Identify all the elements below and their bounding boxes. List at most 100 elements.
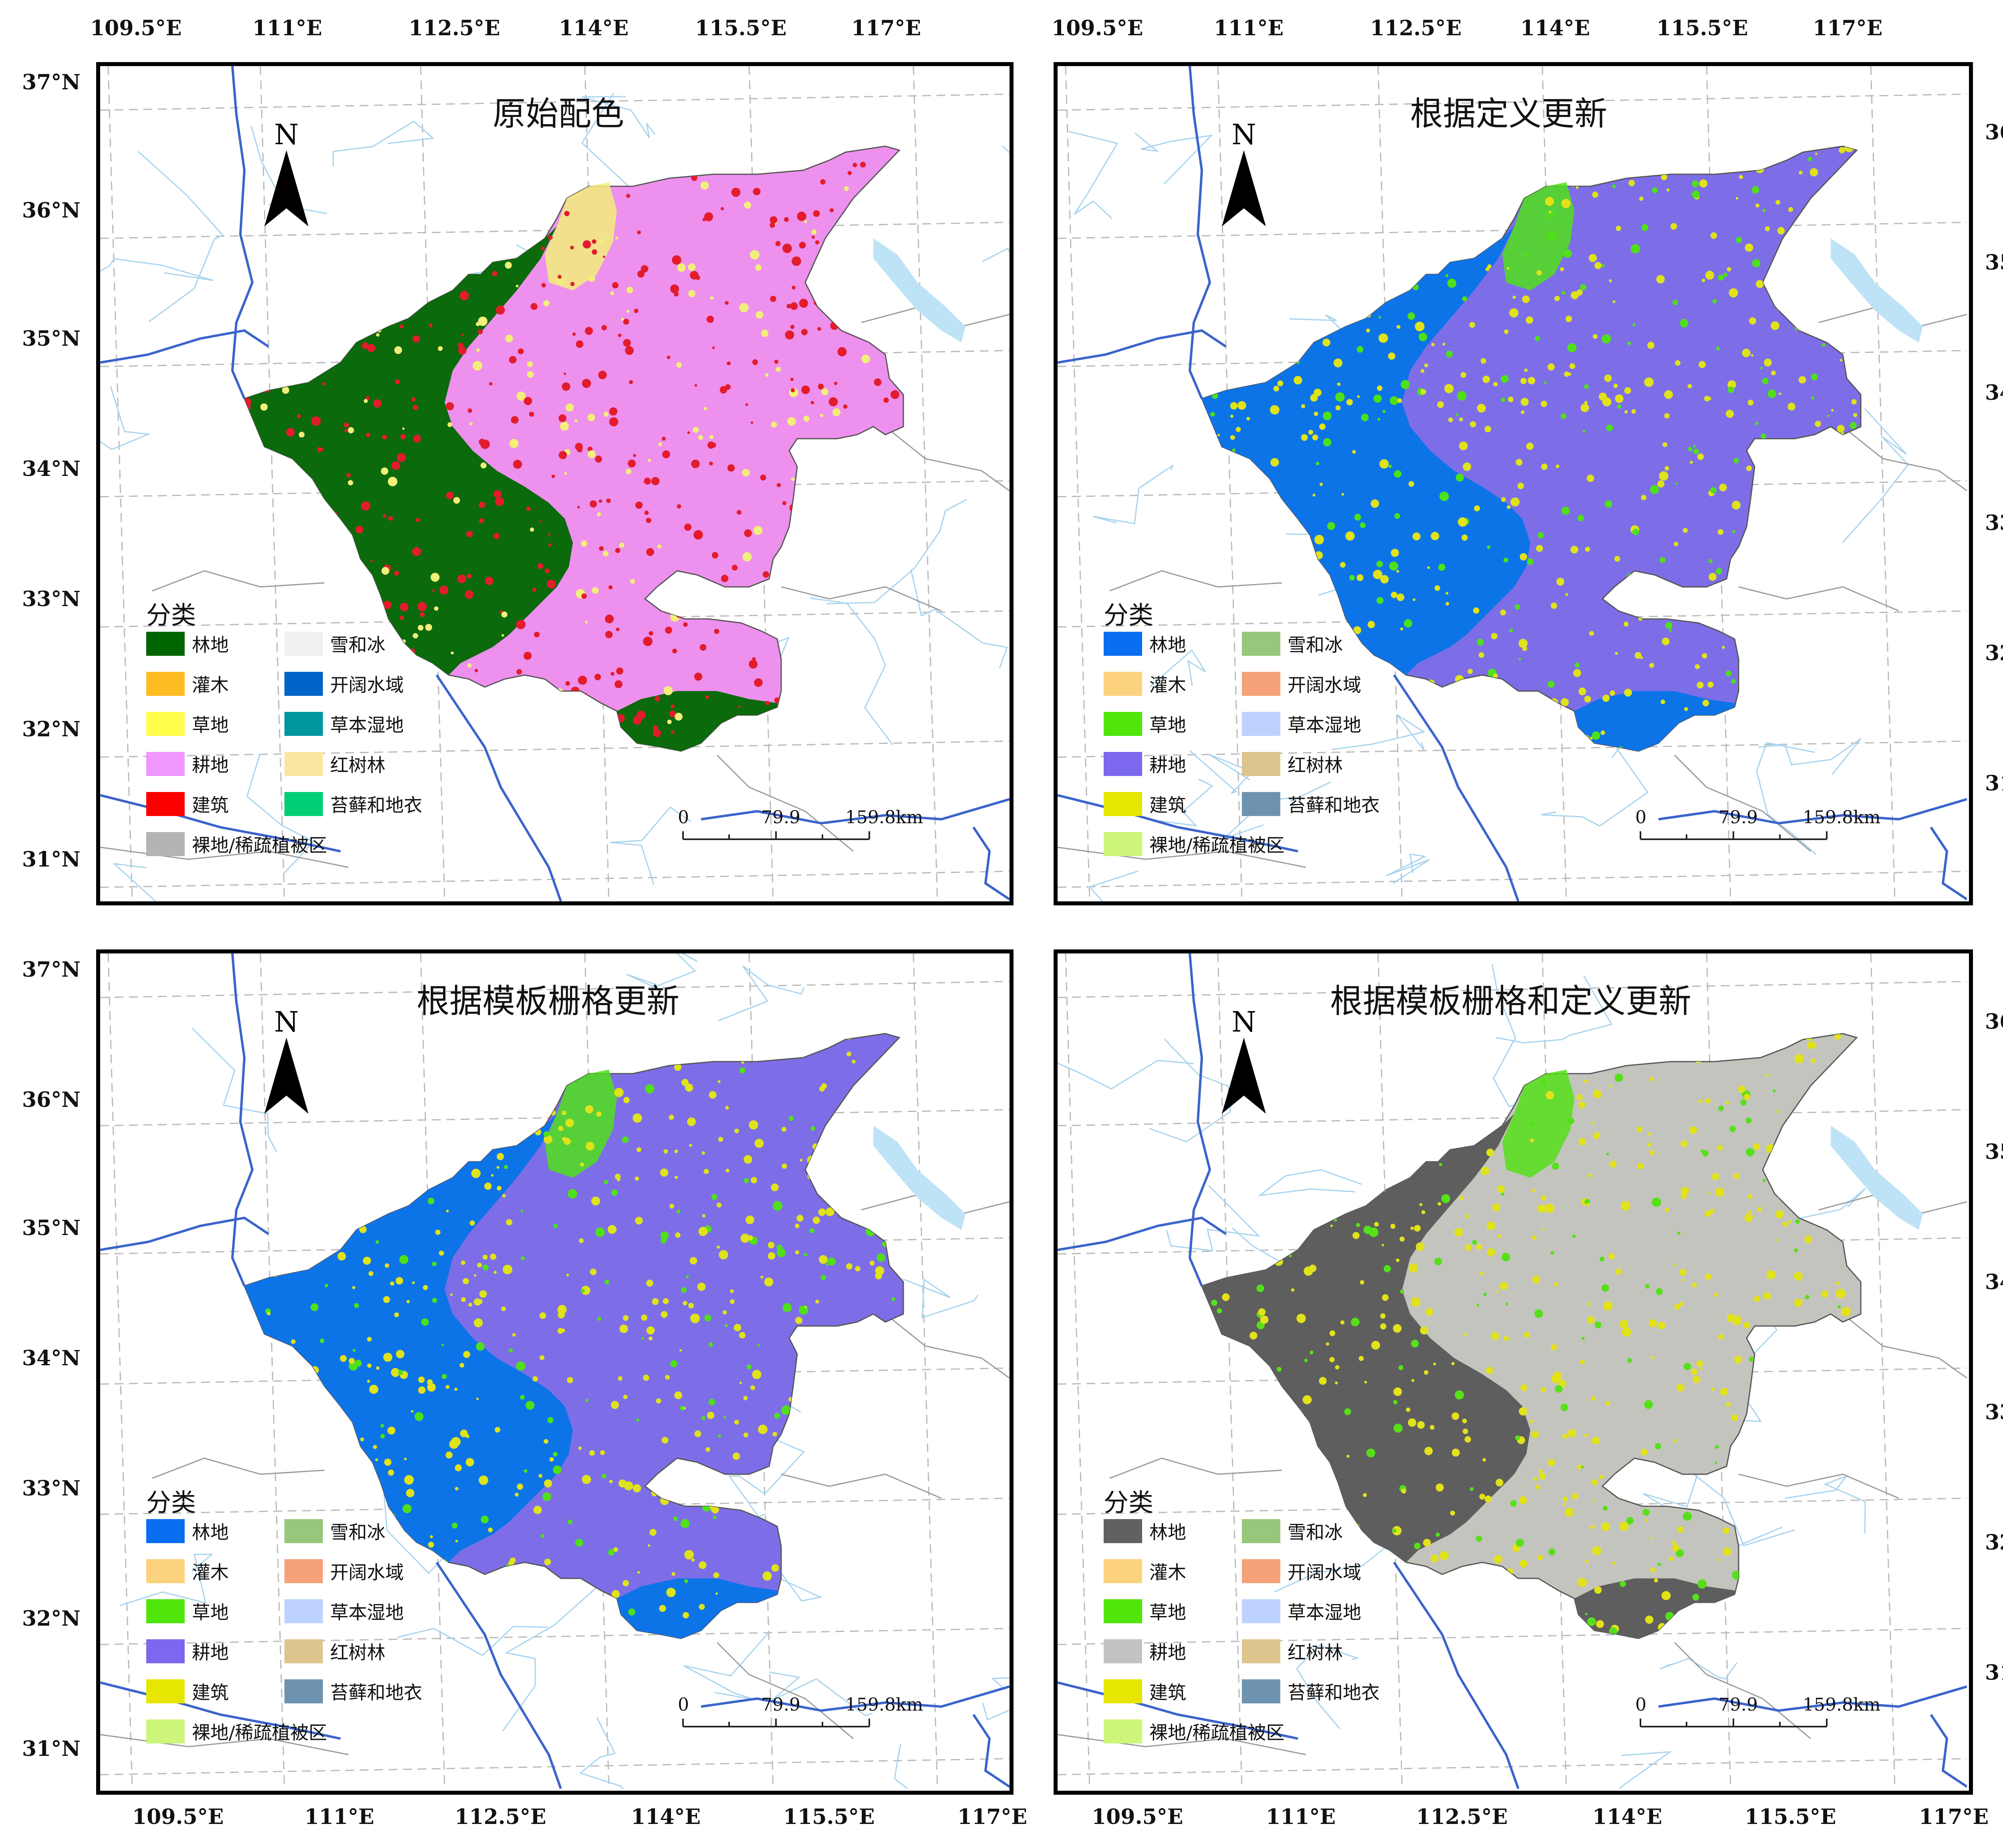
stream-line xyxy=(1189,750,1253,794)
scale-label: 0 xyxy=(678,1695,689,1715)
legend-label: 裸地/稀疏植被区 xyxy=(1149,834,1285,856)
scale-bar-graphic xyxy=(1640,1719,1828,1727)
river-line xyxy=(231,66,254,399)
right-lat-label: 34°N xyxy=(1985,381,2003,405)
graticule-longitude-line xyxy=(913,953,938,1789)
map-panel-original-colors: 原始配色 N 分类 林地 灌木 草地 耕地 建筑 裸地/稀疏植被区 雪和冰 开阔水域 草本湿地 红树林苔… xyxy=(96,62,1014,905)
right-lat-label: 35°N xyxy=(1985,1140,2003,1164)
stream-line xyxy=(246,754,315,874)
legend-swatch xyxy=(1242,752,1280,776)
admin-boundary-line xyxy=(716,754,854,852)
north-arrow: N xyxy=(1216,118,1272,238)
legend-swatch xyxy=(1242,1559,1280,1583)
river-line xyxy=(1930,1714,1967,1788)
river-line xyxy=(1188,66,1211,399)
legend-item: 苔藓和地衣 xyxy=(1242,791,1380,817)
left-lat-label: 37°N xyxy=(22,957,81,982)
legend-label: 裸地/稀疏植被区 xyxy=(192,834,327,856)
land-cover-north-grassland xyxy=(545,1070,617,1178)
legend-item: 耕地 xyxy=(146,751,229,777)
major-rivers xyxy=(100,66,1010,901)
lake xyxy=(1831,238,1923,343)
left-lat-label: 35°N xyxy=(22,326,81,351)
stream-line xyxy=(1068,131,1118,219)
river-line xyxy=(972,1714,1010,1788)
land-cover-forest-area xyxy=(244,1114,573,1562)
left-lat-label: 32°N xyxy=(22,1606,81,1631)
map-canvas xyxy=(1058,953,1967,1789)
stream-line xyxy=(1149,649,1206,688)
right-lat-label: 32°N xyxy=(1985,641,2003,665)
legend-swatch xyxy=(1104,1519,1142,1543)
stream-line xyxy=(579,1717,625,1789)
legend-swatch xyxy=(284,632,323,656)
graticule-longitude-line xyxy=(1542,66,1567,901)
north-arrow-icon xyxy=(1222,1038,1266,1114)
bottom-lon-label: 112.5°E xyxy=(455,1805,546,1829)
legend: 分类 林地 灌木 草地 耕地 建筑 裸地/稀疏植被区 雪和冰 开阔水域 草本湿地 红树林 苔藓和地衣 xyxy=(1104,595,1432,859)
bottom-lon-label: 109.5°E xyxy=(1092,1805,1183,1829)
legend-label: 灌木 xyxy=(1149,674,1186,696)
stream-line xyxy=(894,1743,909,1789)
stream-line xyxy=(903,1278,979,1319)
river-line xyxy=(1058,1681,1298,1740)
legend-item: 草地 xyxy=(1104,1598,1186,1624)
north-arrow: N xyxy=(258,1006,314,1126)
legend-item: 苔藓和地衣 xyxy=(1242,1679,1380,1704)
bottom-lon-label: 117°E xyxy=(957,1805,1028,1829)
north-arrow-icon xyxy=(1222,150,1266,226)
legend-item: 裸地/稀疏植被区 xyxy=(1104,831,1285,857)
left-lat-label: 37°N xyxy=(22,70,81,95)
admin-boundary-line xyxy=(885,1313,1010,1379)
stream-line xyxy=(1495,975,1613,1044)
legend-swatch xyxy=(1242,1679,1280,1703)
panel-title: 原始配色 xyxy=(493,95,625,133)
legend-item: 建筑 xyxy=(1104,1679,1186,1704)
stream-line xyxy=(1541,748,1649,827)
bottom-lon-label: 115.5°E xyxy=(783,1805,875,1829)
legend-swatch xyxy=(1242,1519,1280,1543)
graticule-longitude-line xyxy=(1542,953,1567,1789)
scale-bar: 0 79.9 159.8km xyxy=(1635,807,1880,847)
land-cover-forest-area-south xyxy=(1574,691,1735,751)
bottom-lon-label: 111°E xyxy=(304,1805,375,1829)
legend-swatch xyxy=(1242,632,1280,656)
stream-line xyxy=(191,1027,277,1152)
legend-swatch xyxy=(146,832,185,856)
legend: 分类 林地 灌木 草地 耕地 建筑 裸地/稀疏植被区 雪和冰 开阔水域 草本湿地 红树林 苔藓和地衣 xyxy=(146,595,475,859)
map-canvas xyxy=(1058,66,1967,901)
legend-item: 裸地/稀疏植被区 xyxy=(146,831,327,857)
legend-item: 林地 xyxy=(1104,631,1186,657)
panel-title: 根据定义更新 xyxy=(1410,95,1608,133)
scale-label: 79.9 xyxy=(761,1695,800,1715)
legend-swatch xyxy=(146,1639,185,1663)
legend-swatch xyxy=(146,752,185,776)
river-line xyxy=(1393,1562,1519,1789)
admin-boundary-line xyxy=(781,586,942,612)
legend: 分类 林地 灌木 草地 耕地 建筑 裸地/稀疏植被区 雪和冰 开阔水域 草本湿地 红树林 苔藓和地衣 xyxy=(1104,1482,1432,1747)
legend-swatch xyxy=(284,752,323,776)
legend-label: 裸地/稀疏植被区 xyxy=(1149,1722,1285,1743)
stream-line xyxy=(728,1434,805,1518)
stream-line xyxy=(1296,1644,1360,1729)
legend-item: 红树林 xyxy=(1242,751,1343,777)
stream-line xyxy=(626,953,698,988)
legend-label: 雪和冰 xyxy=(330,1522,385,1543)
graticule-longitude-line xyxy=(748,66,774,901)
legend-swatch xyxy=(146,1599,185,1623)
legend-item: 建筑 xyxy=(146,1679,229,1704)
panel-title: 根据模板栅格更新 xyxy=(417,982,680,1020)
legend-item: 草本湿地 xyxy=(1242,1598,1361,1624)
graticule-longitude-line xyxy=(1870,66,1896,901)
major-rivers xyxy=(1058,66,1967,901)
graticule-latitude-line xyxy=(1058,1758,1967,1775)
legend-label: 草地 xyxy=(192,1602,229,1623)
legend-item: 红树林 xyxy=(284,1638,385,1664)
legend-item: 林地 xyxy=(1104,1518,1186,1544)
admin-boundary-line xyxy=(716,1642,854,1739)
scale-label: 159.8km xyxy=(845,807,923,828)
legend-swatch xyxy=(284,1559,323,1583)
legend-swatch xyxy=(146,792,185,816)
stream-line xyxy=(683,1632,770,1701)
legend-label: 草地 xyxy=(1149,1602,1186,1623)
